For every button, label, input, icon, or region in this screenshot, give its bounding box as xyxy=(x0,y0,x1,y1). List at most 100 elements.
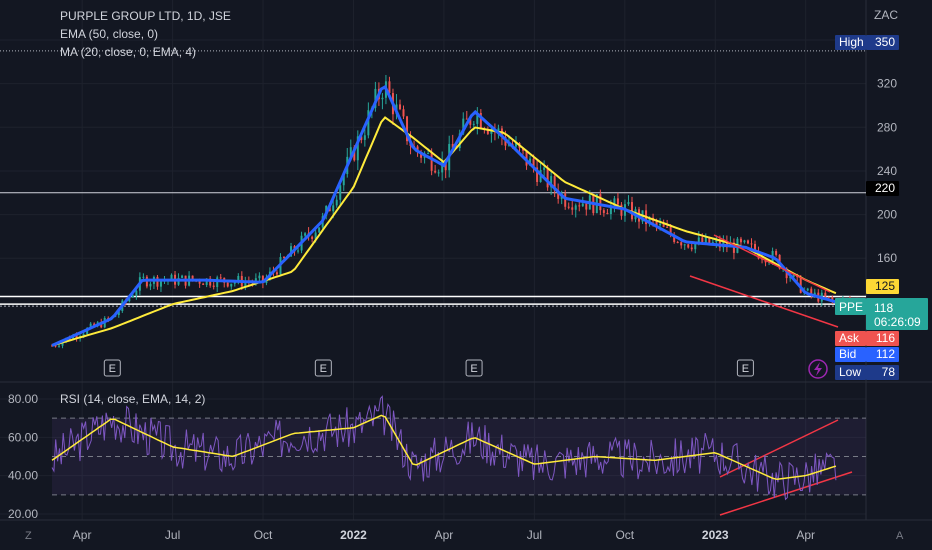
candle-body xyxy=(458,133,461,149)
candle-body xyxy=(209,278,212,286)
grid-lines xyxy=(0,0,932,521)
time-tick-label: Jul xyxy=(165,528,180,542)
candle-body xyxy=(514,142,517,147)
candle-body xyxy=(135,290,138,296)
candle-body xyxy=(567,206,570,208)
candle-body xyxy=(669,227,672,235)
ma-legend[interactable]: MA (20, close, 0, EMA, 4) xyxy=(60,45,196,59)
candle-body xyxy=(690,247,693,250)
candle-body xyxy=(156,276,159,287)
candle-body xyxy=(342,174,345,186)
candle-body xyxy=(360,136,363,140)
candle-body xyxy=(543,167,546,170)
candle-body xyxy=(655,220,658,226)
svg-text:E: E xyxy=(470,363,477,375)
candle-body xyxy=(813,292,816,295)
ask-value-badge: 116 xyxy=(866,331,899,346)
candle-body xyxy=(451,143,454,148)
candle-body xyxy=(532,158,535,168)
candle-body xyxy=(82,333,85,337)
candle-body xyxy=(613,198,616,206)
rsi-line xyxy=(51,395,837,501)
ema-legend[interactable]: EMA (50, close, 0) xyxy=(60,27,158,41)
candle-body xyxy=(427,153,430,155)
candle-body xyxy=(304,233,307,236)
lightning-icon[interactable] xyxy=(808,359,828,379)
zoom-icon[interactable]: Z xyxy=(25,530,32,542)
candle-body xyxy=(676,241,679,243)
rsi-tick-label: 60.00 xyxy=(8,430,38,444)
candle-body xyxy=(599,194,602,211)
time-tick-label: Jul xyxy=(527,528,542,542)
svg-text:112: 112 xyxy=(876,347,895,361)
candle-body xyxy=(697,237,700,243)
candle-body xyxy=(683,244,686,246)
candle-body xyxy=(117,310,120,316)
axis-ticks: 16020024028032036020.0040.0060.0080.00Ap… xyxy=(8,33,897,542)
candle-body xyxy=(226,282,229,287)
ma-line xyxy=(51,84,837,347)
candle-body xyxy=(314,232,317,239)
svg-text:78: 78 xyxy=(882,365,896,379)
price-tick-label: 320 xyxy=(877,77,897,91)
symbol-title[interactable]: PURPLE GROUP LTD, 1D, JSE xyxy=(60,9,231,23)
candle-body xyxy=(311,236,314,239)
candle-body xyxy=(51,345,53,347)
candle-body xyxy=(335,199,338,206)
candle-body xyxy=(363,135,366,140)
trendline-upper xyxy=(713,234,831,293)
candle-body xyxy=(398,104,401,110)
candle-body xyxy=(659,223,662,226)
auto-scale-icon[interactable]: A xyxy=(896,530,904,542)
svg-text:220: 220 xyxy=(875,181,895,195)
candle-body xyxy=(219,277,222,279)
candle-body xyxy=(581,203,584,207)
candle-body xyxy=(536,167,539,182)
candle-body xyxy=(606,212,609,215)
time-tick-label: 2022 xyxy=(340,528,367,542)
rsi-band xyxy=(52,417,866,496)
ticker-badge: PPE xyxy=(835,298,866,315)
candle-body xyxy=(444,160,447,171)
candle-body xyxy=(230,283,233,287)
price-tick-label: 160 xyxy=(877,251,897,265)
candle-body xyxy=(437,172,440,174)
svg-text:118: 118 xyxy=(874,301,893,315)
time-tick-label: Oct xyxy=(615,528,634,542)
svg-text:E: E xyxy=(109,363,116,375)
candle-body xyxy=(420,152,423,158)
svg-text:E: E xyxy=(742,363,749,375)
earnings-marker: E xyxy=(103,359,121,377)
candle-body xyxy=(799,277,802,293)
candle-body xyxy=(216,277,219,288)
svg-text:PPE: PPE xyxy=(839,300,863,314)
candle-body xyxy=(571,207,574,210)
svg-text:Low: Low xyxy=(839,365,861,379)
svg-text:E: E xyxy=(320,363,327,375)
low-label-badge: Low xyxy=(835,365,866,380)
rsi-legend[interactable]: RSI (14, close, EMA, 14, 2) xyxy=(60,392,205,406)
indicator-lines xyxy=(51,84,837,347)
candle-body xyxy=(198,280,201,284)
svg-text:116: 116 xyxy=(876,331,895,345)
horizontal-levels xyxy=(0,50,866,307)
candle-body xyxy=(486,129,489,134)
time-tick-label: 2023 xyxy=(702,528,729,542)
candle-body xyxy=(666,226,669,228)
candle-body xyxy=(673,234,676,242)
candle-body xyxy=(181,275,184,278)
candle-body xyxy=(149,283,152,287)
candle-body xyxy=(434,170,437,173)
price-tick-label: 280 xyxy=(877,120,897,134)
candle-body xyxy=(525,150,528,166)
candle-body xyxy=(585,203,588,210)
high-value-badge: 350 xyxy=(866,35,899,50)
candle-body xyxy=(750,243,753,245)
candle-body xyxy=(616,198,619,205)
earnings-marker: E xyxy=(465,359,483,377)
earnings-marker: E xyxy=(314,359,332,377)
